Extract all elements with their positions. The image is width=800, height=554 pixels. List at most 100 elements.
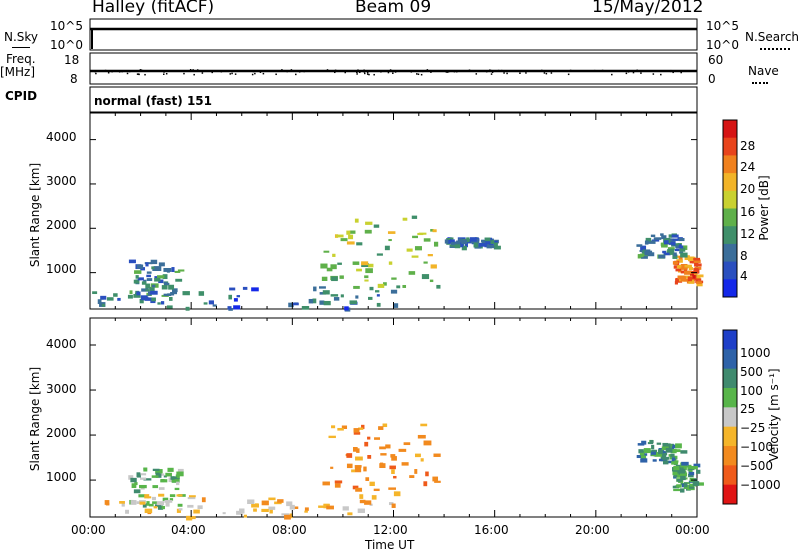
echo-cell	[636, 454, 645, 459]
power-ytick-3000: 3000	[46, 174, 77, 188]
echo-cell	[680, 252, 688, 258]
echo-cell	[364, 275, 369, 279]
echo-cell	[243, 514, 248, 518]
echo-cell	[174, 487, 180, 491]
colorbar-segment	[723, 243, 737, 263]
colorbar-segment	[723, 330, 737, 350]
echo-cell	[402, 284, 407, 288]
echo-cell	[128, 259, 136, 264]
echo-cell	[169, 498, 174, 501]
colorbar-segment	[723, 120, 737, 139]
echo-cell	[353, 432, 361, 435]
power-cbar-tick-20: 20	[740, 182, 756, 196]
echo-cell	[153, 266, 162, 272]
nave-point	[104, 69, 107, 72]
echo-cell	[148, 503, 154, 507]
echo-cell	[663, 240, 669, 245]
echo-cell	[641, 254, 648, 259]
echo-cell	[289, 513, 293, 519]
echo-cell	[398, 448, 407, 452]
echo-cell	[155, 469, 162, 474]
echo-cell	[690, 274, 696, 280]
echo-cell	[147, 291, 152, 296]
echo-cell	[481, 239, 485, 243]
nsky-tick-high: 10^5	[50, 19, 83, 33]
nave-point	[387, 71, 390, 74]
echo-cell	[679, 265, 685, 268]
nave-point	[364, 72, 366, 75]
echo-cell	[178, 508, 183, 511]
echo-cell	[359, 494, 364, 499]
nave-point	[541, 69, 543, 72]
echo-cell	[390, 289, 398, 294]
xtick-2400: 00:00	[675, 523, 710, 537]
nave-point	[368, 73, 370, 76]
echo-cell	[167, 467, 174, 472]
echo-cell	[368, 296, 373, 300]
nave-point	[140, 69, 142, 71]
nave-point	[357, 69, 359, 71]
echo-cell	[674, 248, 680, 252]
echo-cell	[188, 495, 196, 498]
echo-cell	[473, 242, 478, 248]
echo-cell	[162, 497, 169, 501]
echo-cell	[658, 449, 663, 455]
echo-cell	[133, 279, 140, 284]
nave-point	[234, 73, 237, 75]
echo-cell	[349, 300, 357, 305]
echo-cell	[675, 278, 683, 283]
echo-cell	[421, 274, 430, 280]
echo-cell	[696, 274, 704, 278]
echo-cell	[313, 286, 317, 292]
echo-cell	[425, 471, 429, 477]
echo-cell	[121, 502, 125, 507]
echo-cell	[389, 465, 396, 470]
echo-cell	[177, 269, 185, 272]
nave-point	[375, 70, 378, 72]
freq-tick-low: 8	[70, 72, 78, 86]
echo-cell	[672, 444, 677, 449]
echo-cell	[268, 506, 276, 510]
velocity-ytick-2000: 2000	[46, 426, 77, 440]
nave-point	[672, 71, 674, 74]
nave-point	[144, 73, 146, 76]
echo-cell	[663, 252, 671, 256]
echo-cell	[391, 469, 395, 474]
nave-point	[172, 70, 175, 72]
nave-point	[298, 71, 301, 73]
echo-cell	[466, 241, 472, 244]
nave-point	[490, 73, 493, 75]
echo-cell	[696, 482, 704, 486]
echo-cell	[136, 472, 141, 478]
echo-cell	[672, 261, 678, 265]
echo-cell	[277, 499, 284, 503]
echo-cell	[667, 248, 675, 253]
nave-point	[290, 69, 293, 71]
echo-cell	[356, 242, 363, 246]
echo-cell	[391, 456, 397, 461]
echo-cell	[174, 270, 181, 273]
echo-cell	[145, 262, 149, 267]
echo-cell	[466, 237, 470, 243]
echo-cell	[493, 245, 501, 250]
echo-cell	[678, 255, 683, 260]
nave-point	[189, 69, 192, 71]
echo-cell	[677, 468, 686, 474]
echo-cell	[688, 279, 695, 284]
nave-point	[410, 71, 413, 73]
echo-cell	[146, 271, 152, 274]
power-cbar-tick-12: 12	[740, 227, 756, 241]
echo-cell	[208, 300, 214, 305]
power-cbar-tick-28: 28	[740, 139, 756, 153]
echo-cell	[382, 423, 388, 428]
nave-point	[475, 73, 478, 75]
nave-point	[569, 69, 572, 72]
echo-cell	[153, 506, 158, 509]
nave-point	[251, 73, 254, 76]
echo-cell	[164, 500, 173, 503]
nave-point	[430, 71, 432, 73]
echo-cell	[97, 299, 102, 304]
echo-cell	[672, 485, 680, 489]
echo-cell	[653, 237, 662, 240]
echo-cell	[168, 296, 173, 301]
